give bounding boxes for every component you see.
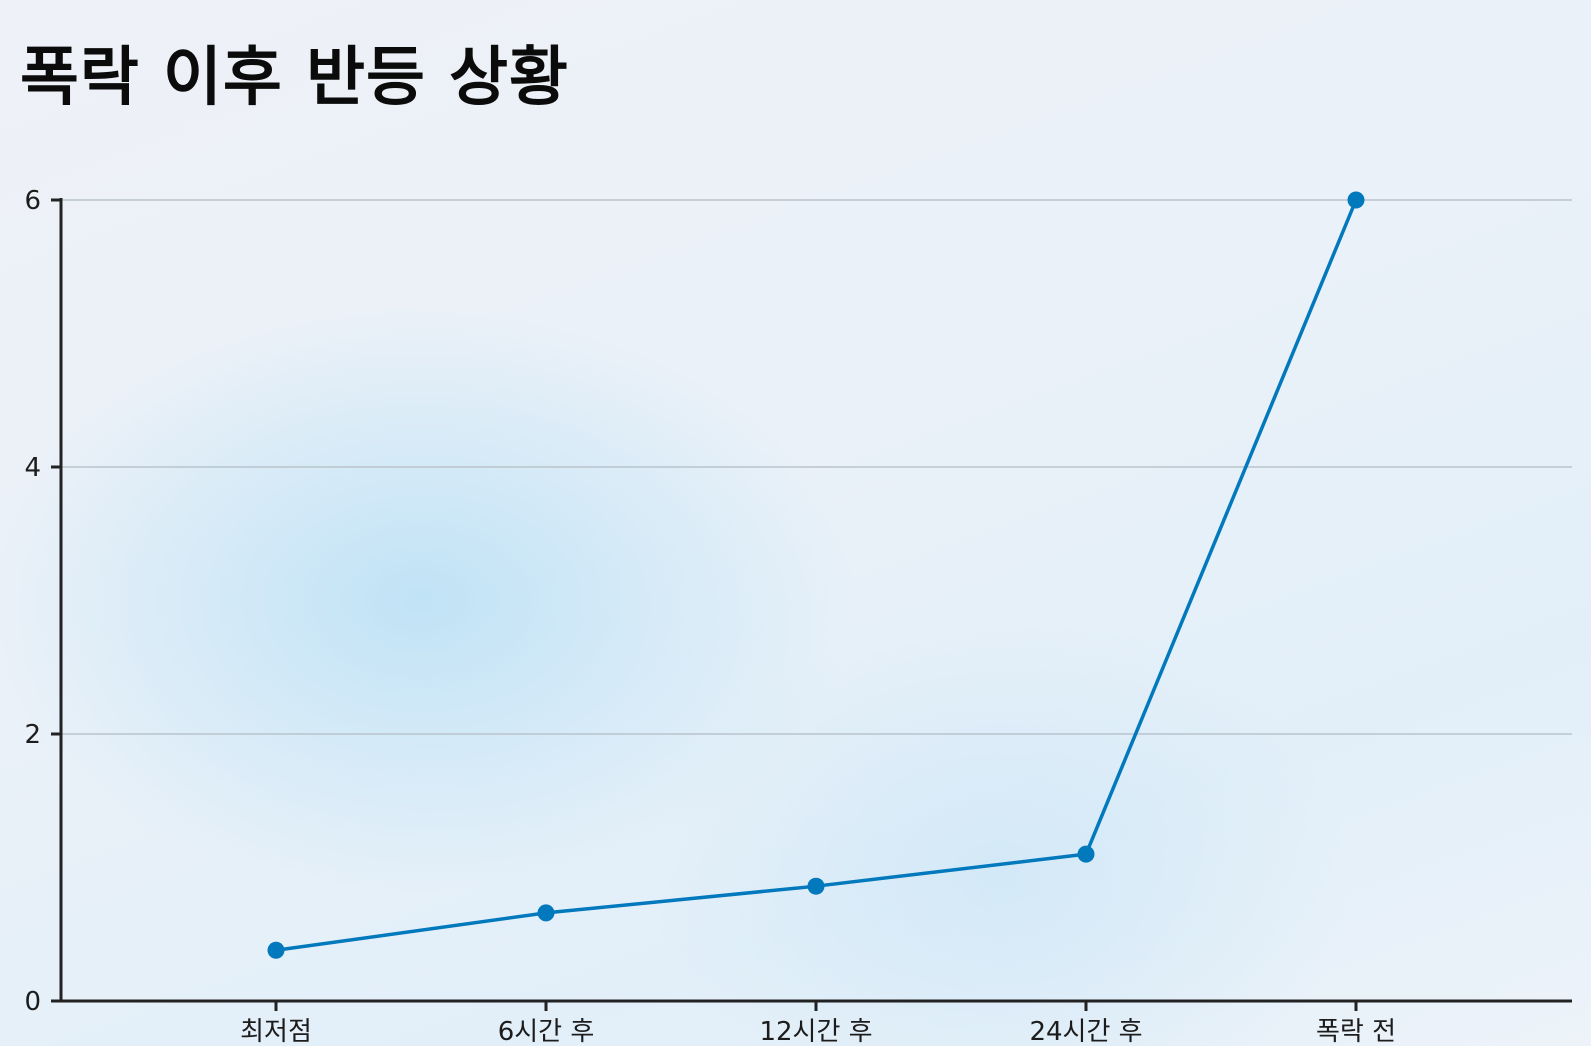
data-point: [1077, 845, 1095, 863]
data-point: [807, 877, 825, 895]
grid-lines: [61, 199, 1572, 735]
data-point: [1347, 191, 1365, 209]
y-tick-label: 6: [24, 186, 41, 216]
x-tick-label: 폭락 전: [1316, 1017, 1396, 1046]
series-line-path: [275, 199, 1358, 953]
series-line: [275, 199, 1358, 953]
data-point: [537, 904, 555, 922]
y-axis-ticks: 0 2 4 6: [24, 186, 61, 1017]
y-tick-label: 4: [24, 453, 41, 483]
x-tick-label: 12시간 후: [759, 1017, 872, 1046]
x-tick-label: 6시간 후: [498, 1017, 595, 1046]
x-axis-ticks: 최저점 6시간 후 12시간 후 24시간 후 폭락 전: [240, 1001, 1396, 1046]
data-points: [267, 191, 1365, 959]
x-tick-label: 최저점: [240, 1017, 312, 1046]
x-tick-label: 24시간 후: [1029, 1017, 1142, 1046]
y-tick-label: 0: [24, 987, 41, 1017]
chart-title: 폭락 이후 반등 상황: [20, 41, 569, 115]
y-tick-label: 2: [24, 720, 41, 750]
data-point: [267, 941, 285, 959]
